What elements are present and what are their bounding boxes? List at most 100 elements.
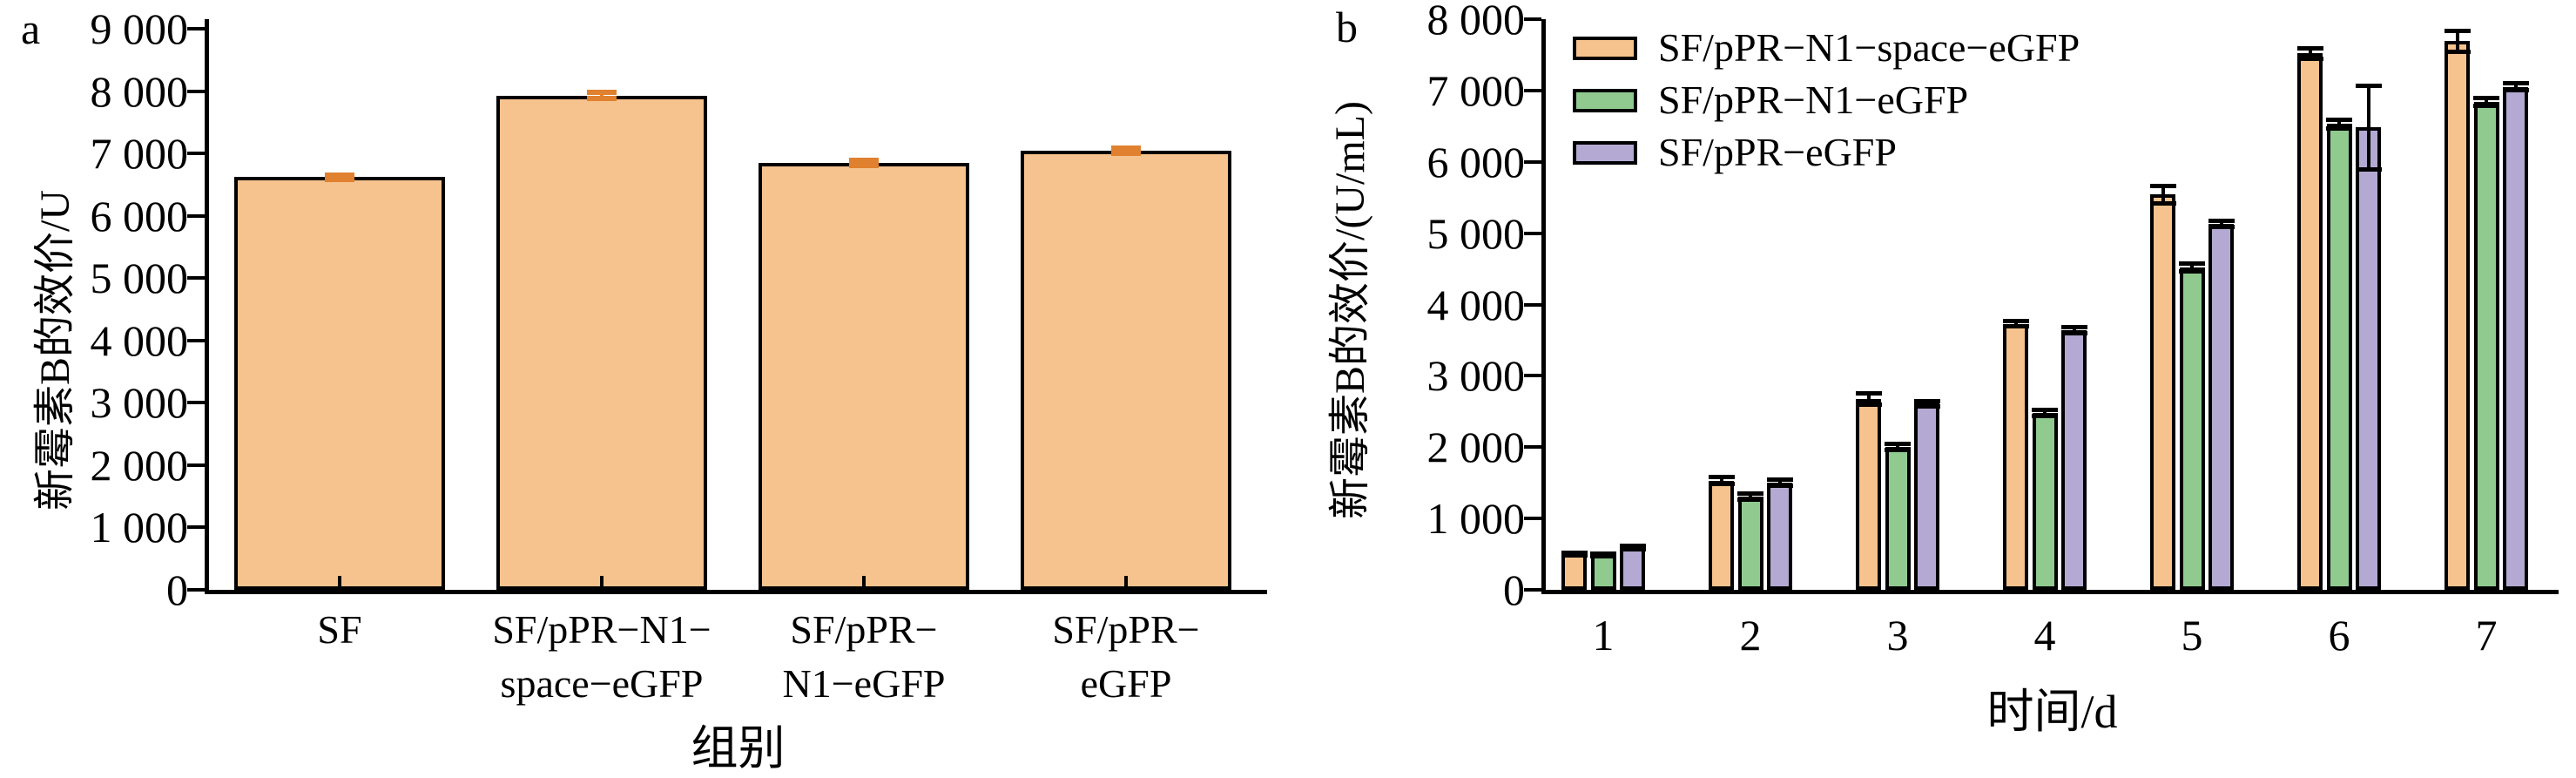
y-tick-label: 8 000 <box>1426 0 1526 44</box>
y-tick-label: 4 000 <box>1426 280 1526 329</box>
error-bar-cap <box>2355 166 2382 172</box>
category-label: 2 <box>1739 611 1762 660</box>
error-bar-stem <box>2308 48 2312 59</box>
error-bar-cap <box>2296 56 2323 61</box>
y-tick-label: 2 000 <box>90 440 189 490</box>
legend-label: SF/pPR−N1−eGFP <box>1658 77 1969 122</box>
error-bar-cap <box>2326 117 2352 122</box>
category-label: 6 <box>2328 611 2350 660</box>
y-tick <box>1524 588 1541 592</box>
y-tick <box>1524 302 1541 307</box>
error-bar-cap <box>1885 448 1911 453</box>
y-axis-line <box>205 19 209 594</box>
x-tick <box>1124 576 1128 590</box>
x-tick <box>862 576 866 590</box>
y-tick-label: 1 000 <box>90 503 189 552</box>
error-bar-cap <box>2032 414 2058 419</box>
error-bar-stem <box>1925 401 1929 407</box>
error-bar-cap <box>2296 46 2323 51</box>
error-bar-cap <box>1561 553 1588 558</box>
bar <box>1737 496 1763 590</box>
category-label: 5 <box>2181 611 2203 660</box>
bar <box>1885 447 1911 590</box>
category-label: 1 <box>1592 611 1615 660</box>
error-bar-cap <box>325 172 354 178</box>
error-bar-cap <box>2502 81 2529 86</box>
error-bar-cap <box>2326 125 2352 131</box>
legend-swatch <box>1573 141 1637 165</box>
error-bar-stem <box>2072 327 2076 334</box>
category-label: SF/pPR− eGFP <box>1052 607 1200 706</box>
y-tick <box>187 89 205 93</box>
y-tick <box>1524 159 1541 164</box>
error-bar-cap <box>1111 145 1141 152</box>
error-bar-cap <box>1885 442 1911 447</box>
error-bar-cap <box>2002 318 2029 323</box>
error-bar-cap <box>1913 398 1940 403</box>
error-bar-cap <box>2060 325 2087 330</box>
error-bar-cap <box>2444 28 2471 33</box>
y-tick <box>187 525 205 530</box>
y-tick-label: 2 000 <box>1426 423 1526 472</box>
y-tick-label: 0 <box>1503 565 1525 614</box>
y-tick <box>1524 374 1541 378</box>
bar <box>234 177 445 590</box>
error-bar-cap <box>2179 261 2205 267</box>
bar <box>1021 151 1231 590</box>
x-tick <box>338 576 341 590</box>
y-axis-line <box>1541 19 1546 594</box>
error-bar-stem <box>862 159 866 166</box>
bar <box>2179 267 2205 590</box>
bar <box>2208 223 2234 590</box>
error-bar-stem <box>1124 148 1128 154</box>
panel-a-letter: a <box>21 4 41 53</box>
y-tick <box>187 338 205 342</box>
y-tick <box>187 401 205 405</box>
error-bar-cap <box>1590 551 1616 556</box>
legend-swatch <box>1573 37 1637 60</box>
bar <box>2061 329 2087 590</box>
error-bar-cap <box>2179 268 2205 274</box>
error-bar-stem <box>2337 119 2341 129</box>
error-bar-cap <box>2032 407 2058 412</box>
error-bar-cap <box>1737 490 1763 496</box>
error-bar-cap <box>1855 391 1882 396</box>
x-axis-title: 时间/d <box>1986 686 2118 738</box>
y-tick-label: 9 000 <box>90 4 189 53</box>
error-bar-stem <box>1866 393 1871 405</box>
y-tick <box>187 463 205 467</box>
error-bar-cap <box>587 95 617 101</box>
error-bar-cap <box>1913 404 1940 409</box>
error-bar-stem <box>1749 493 1752 500</box>
category-label: 4 <box>2033 611 2056 660</box>
error-bar-stem <box>1719 477 1723 484</box>
y-tick <box>1524 445 1541 450</box>
error-bar-cap <box>1619 546 1646 551</box>
error-bar-cap <box>2444 50 2471 55</box>
legend-swatch <box>1573 89 1637 112</box>
error-bar-stem <box>2485 98 2488 106</box>
error-bar-cap <box>849 163 879 169</box>
x-axis-line <box>1541 590 2559 594</box>
y-tick-label: 5 000 <box>90 254 189 303</box>
error-bar-cap <box>1766 483 1793 488</box>
category-label: SF <box>317 607 362 652</box>
error-bar-cap <box>2149 184 2176 189</box>
error-bar-stem <box>2513 83 2518 91</box>
error-bar-cap <box>1708 475 1735 480</box>
y-axis-title: 新霉素B的效价/(U/mL) <box>1327 101 1373 519</box>
error-bar-cap <box>2060 330 2087 335</box>
error-bar-stem <box>2455 30 2459 52</box>
bar <box>1914 403 1939 590</box>
error-bar-stem <box>1777 479 1782 486</box>
y-tick <box>187 588 205 592</box>
error-bar-cap <box>2355 84 2382 89</box>
error-bar-stem <box>2366 85 2370 170</box>
y-tick <box>187 213 205 218</box>
error-bar-cap <box>2002 324 2029 329</box>
bar <box>1709 480 1734 590</box>
error-bar-stem <box>2161 186 2165 204</box>
y-tick <box>187 276 205 281</box>
